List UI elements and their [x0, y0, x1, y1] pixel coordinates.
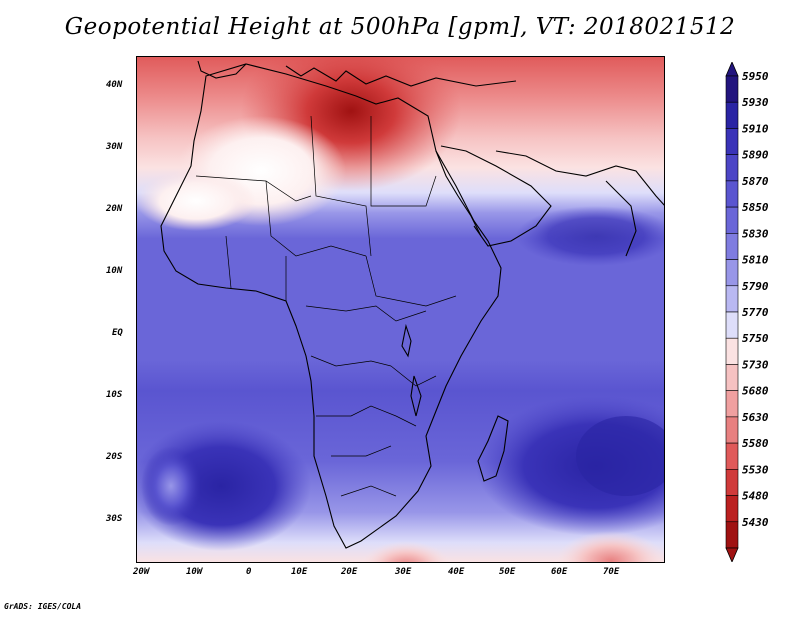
colorbar-swatch [725, 337, 739, 365]
colorbar-swatch [725, 364, 739, 391]
colorbar-label: 5770 [742, 306, 769, 319]
colorbar-swatch [725, 259, 739, 287]
colorbar-label: 5480 [742, 490, 769, 503]
x-tick-label: 60E [551, 567, 568, 577]
x-tick-label: 20W [133, 567, 150, 577]
y-tick-label: 30S [106, 514, 123, 524]
colorbar-label: 5950 [742, 70, 769, 83]
y-tick-label: EQ [112, 328, 123, 338]
x-tick-label: 10E [291, 567, 308, 577]
colorbar-label: 5810 [742, 254, 769, 267]
colorbar-swatch [725, 206, 739, 234]
y-tick-label: 20S [106, 452, 123, 462]
colorbar-label: 5890 [742, 149, 769, 162]
geopotential-map [136, 56, 665, 563]
colorbar-swatch [725, 154, 739, 182]
x-tick-label: 30E [395, 567, 412, 577]
colorbar-swatch [725, 101, 739, 129]
colorbar-swatch [725, 521, 739, 549]
y-tick-label: 30N [106, 142, 123, 152]
colorbar-bottom-arrow [725, 547, 739, 562]
colorbar-swatch [725, 233, 739, 260]
y-tick-label: 20N [106, 204, 123, 214]
colorbar-label: 5910 [742, 122, 769, 135]
colorbar-swatch [725, 390, 739, 418]
y-tick-label: 10S [106, 390, 123, 400]
colorbar-label: 5530 [742, 463, 769, 476]
colorbar-label: 5750 [742, 332, 769, 345]
credit-text: GrADS: IGES/COLA [4, 602, 82, 611]
y-tick-label: 10N [106, 266, 123, 276]
colorbar-label: 5430 [742, 516, 769, 529]
x-tick-label: 70E [603, 567, 620, 577]
colorbar-label: 5580 [742, 437, 769, 450]
x-tick-label: 0 [246, 567, 252, 577]
colorbar-swatch [725, 495, 739, 523]
y-tick-label: 40N [106, 80, 123, 90]
colorbar-swatch [725, 469, 739, 496]
x-tick-label: 10W [186, 567, 203, 577]
colorbar-swatch [725, 128, 739, 155]
colorbar-legend: 5950 5930 5910 5890 5870 5850 5830 5810 5790 5770… [725, 62, 769, 562]
x-tick-label: 50E [499, 567, 516, 577]
colorbar-label: 5790 [742, 280, 769, 293]
colorbar-swatch [725, 311, 739, 339]
colorbar-label: 5870 [742, 175, 769, 188]
colorbar-swatch [725, 285, 739, 313]
colorbar-label: 5930 [742, 96, 769, 109]
colorbar-label: 5730 [742, 358, 769, 371]
colorbar-label: 5680 [742, 385, 769, 398]
colorbar-swatch [725, 416, 739, 444]
colorbar-top-arrow [725, 62, 739, 77]
colorbar-label: 5630 [742, 411, 769, 424]
colorbar-swatch [725, 75, 739, 103]
map-title: Geopotential Height at 500hPa [gpm], VT:… [64, 14, 736, 40]
x-tick-label: 20E [341, 567, 358, 577]
colorbar-swatch [725, 442, 739, 470]
x-tick-label: 40E [448, 567, 465, 577]
colorbar-label: 5850 [742, 201, 769, 214]
colorbar-label: 5830 [742, 227, 769, 240]
colorbar-swatch [725, 180, 739, 208]
